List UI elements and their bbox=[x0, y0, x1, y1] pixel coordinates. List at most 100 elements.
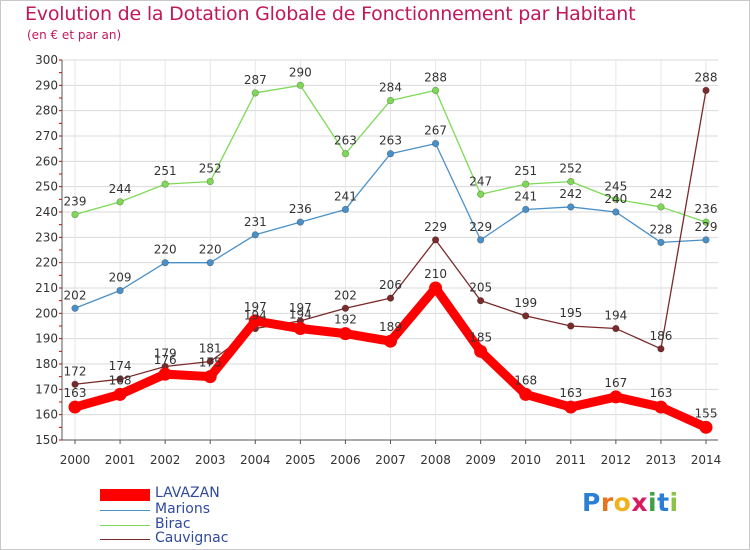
data-point-birac bbox=[522, 180, 530, 188]
data-label-marions: 242 bbox=[559, 187, 582, 201]
x-tick-label: 2001 bbox=[105, 453, 136, 467]
x-tick-label: 2005 bbox=[285, 453, 316, 467]
data-label-cauvignac: 206 bbox=[379, 278, 402, 292]
y-tick-label: 200 bbox=[35, 306, 58, 320]
data-point-marions bbox=[702, 236, 710, 244]
data-point-birac bbox=[71, 210, 79, 219]
y-tick-label: 160 bbox=[35, 408, 58, 422]
data-label-cauvignac: 288 bbox=[695, 70, 718, 84]
data-label-cauvignac: 181 bbox=[199, 341, 222, 355]
logo-letter: r bbox=[600, 488, 614, 517]
data-label-marions: 263 bbox=[379, 134, 402, 148]
x-tick-label: 2007 bbox=[375, 453, 406, 467]
data-label-marions: 267 bbox=[424, 124, 447, 138]
data-point-marions bbox=[161, 259, 169, 267]
data-label-birac: 252 bbox=[199, 162, 222, 176]
x-tick-label: 2003 bbox=[195, 453, 226, 467]
logo-letter: t bbox=[657, 488, 670, 517]
logo-letter: i bbox=[669, 488, 679, 517]
data-point-marions bbox=[206, 259, 214, 267]
data-point-birac bbox=[702, 218, 710, 226]
data-point-marions bbox=[116, 286, 124, 295]
data-label-cauvignac: 179 bbox=[154, 347, 177, 361]
y-tick-label: 250 bbox=[35, 180, 58, 194]
x-tick-label: 2009 bbox=[465, 453, 496, 467]
x-tick-label: 2014 bbox=[691, 453, 722, 467]
data-label-marions: 202 bbox=[64, 288, 87, 302]
data-point-lavazan bbox=[248, 314, 262, 328]
x-tick-label: 2008 bbox=[420, 453, 451, 467]
data-point-marions bbox=[341, 205, 350, 214]
data-label-birac: 284 bbox=[379, 81, 402, 95]
data-label-cauvignac: 199 bbox=[514, 296, 537, 310]
data-label-marions: 220 bbox=[199, 243, 222, 257]
line-chart: 150 160 170 180 190 200 210 220 230 240 250 260 270 2… bbox=[35, 53, 722, 467]
x-tick-label: 2013 bbox=[646, 453, 677, 467]
data-label-marions: 241 bbox=[514, 189, 537, 203]
logo-letter: o bbox=[613, 488, 632, 517]
data-label-marions: 209 bbox=[109, 271, 132, 285]
data-point-birac bbox=[431, 86, 440, 94]
proxiti-logo: Proxiti bbox=[582, 488, 679, 517]
data-point-birac bbox=[341, 150, 350, 158]
data-label-lavazan: 189 bbox=[379, 320, 402, 334]
data-label-lavazan: 210 bbox=[424, 267, 447, 281]
legend-swatch-lavazan bbox=[100, 489, 150, 501]
x-tick-label: 2004 bbox=[240, 453, 271, 467]
data-point-lavazan bbox=[203, 370, 217, 384]
data-label-marions: 220 bbox=[154, 243, 177, 257]
data-label-cauvignac: 194 bbox=[244, 309, 267, 323]
data-point-cauvignac bbox=[386, 294, 395, 302]
data-label-cauvignac: 174 bbox=[109, 359, 132, 373]
y-tick-label: 290 bbox=[35, 78, 58, 92]
y-tick-label: 230 bbox=[35, 230, 58, 244]
legend-label-marions: Marions bbox=[155, 501, 211, 517]
y-tick-label: 210 bbox=[35, 281, 58, 295]
data-label-lavazan: 192 bbox=[334, 313, 357, 327]
logo-letter: P bbox=[582, 488, 601, 517]
data-point-birac bbox=[386, 96, 395, 105]
data-point-birac bbox=[206, 178, 214, 186]
data-point-lavazan bbox=[609, 390, 623, 404]
y-tick-label: 180 bbox=[35, 357, 58, 371]
data-label-cauvignac: 172 bbox=[64, 364, 87, 378]
data-point-lavazan bbox=[699, 420, 713, 434]
x-tick-label: 2011 bbox=[556, 453, 587, 467]
data-point-birac bbox=[477, 190, 485, 198]
data-label-birac: 247 bbox=[469, 174, 492, 188]
data-label-lavazan: 194 bbox=[289, 308, 312, 322]
y-tick-label: 150 bbox=[35, 433, 58, 447]
data-point-lavazan bbox=[68, 400, 82, 414]
y-tick-label: 220 bbox=[35, 256, 58, 270]
data-label-birac: 263 bbox=[334, 134, 357, 148]
data-label-lavazan: 185 bbox=[469, 330, 492, 344]
data-label-birac: 252 bbox=[559, 162, 582, 176]
data-label-cauvignac: 195 bbox=[559, 306, 582, 320]
data-label-birac: 288 bbox=[424, 70, 447, 84]
data-label-lavazan: 163 bbox=[649, 386, 672, 400]
y-tick-label: 280 bbox=[35, 104, 58, 118]
data-point-lavazan bbox=[564, 400, 578, 414]
data-label-birac: 290 bbox=[289, 65, 312, 79]
data-label-birac: 236 bbox=[695, 202, 718, 216]
x-tick-label: 2006 bbox=[330, 453, 361, 467]
data-label-birac: 251 bbox=[514, 164, 537, 178]
data-point-birac bbox=[296, 81, 304, 89]
data-point-birac bbox=[251, 89, 259, 97]
data-point-marions bbox=[612, 208, 620, 216]
y-tick-label: 270 bbox=[35, 129, 58, 143]
data-label-lavazan: 167 bbox=[604, 376, 627, 390]
data-label-birac: 244 bbox=[109, 182, 132, 196]
data-label-marions: 231 bbox=[244, 215, 267, 229]
data-point-cauvignac bbox=[522, 312, 530, 320]
data-label-marions: 229 bbox=[695, 220, 718, 234]
data-point-lavazan bbox=[293, 322, 307, 336]
data-point-lavazan bbox=[384, 334, 397, 348]
y-tick-label: 300 bbox=[35, 53, 58, 67]
data-label-birac: 242 bbox=[649, 187, 672, 201]
data-label-lavazan: 168 bbox=[514, 373, 537, 387]
data-point-marions bbox=[71, 304, 79, 312]
data-label-cauvignac: 186 bbox=[649, 329, 672, 343]
data-label-marions: 228 bbox=[649, 222, 672, 236]
data-label-lavazan: 176 bbox=[154, 353, 177, 367]
